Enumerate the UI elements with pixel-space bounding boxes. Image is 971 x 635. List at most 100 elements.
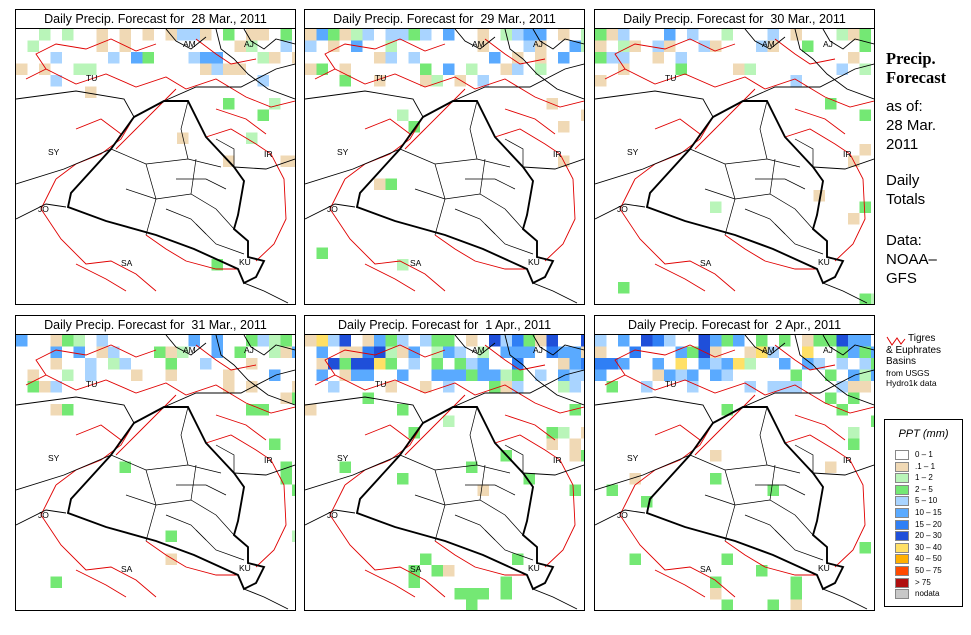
legend-swatch — [895, 589, 909, 600]
precip-cell — [108, 358, 120, 370]
province-border — [755, 484, 806, 496]
province-border — [155, 193, 235, 230]
province-border — [399, 148, 511, 168]
precip-cell — [836, 63, 848, 75]
province-border — [774, 529, 824, 561]
precip-cell — [641, 335, 653, 347]
precip-cell — [397, 109, 409, 121]
precip-cell — [269, 52, 281, 64]
precip-cell — [73, 335, 85, 347]
legend-label: > 75 — [915, 577, 931, 587]
precip-cell — [825, 461, 837, 473]
precip-cell — [569, 346, 581, 358]
precip-cell — [420, 75, 432, 87]
precip-cell — [767, 599, 779, 610]
province-border — [504, 444, 524, 473]
province-border — [704, 494, 736, 506]
basin-boundary — [694, 394, 756, 456]
country-border — [305, 90, 424, 118]
country-label: AJ — [244, 345, 254, 355]
precip-cell — [546, 427, 558, 439]
basin-boundary — [35, 344, 157, 376]
precip-cell — [454, 588, 466, 600]
country-label: KU — [239, 563, 251, 573]
country-label: SA — [700, 564, 712, 574]
country-border — [356, 206, 578, 304]
country-label: SY — [627, 453, 639, 463]
panel-title: Daily Precip. Forecast for 28 Mar., 2011 — [16, 10, 295, 29]
precip-cell — [362, 29, 374, 41]
province-border — [734, 499, 814, 536]
precip-cell — [710, 473, 722, 485]
precip-cell — [374, 346, 386, 358]
province-border — [504, 138, 524, 167]
country-label: SY — [337, 453, 349, 463]
country-label: JO — [327, 510, 338, 520]
country-label: SA — [121, 564, 133, 574]
precip-cell — [569, 450, 581, 462]
legend-item: 10 – 15 — [895, 508, 961, 519]
basin-boundary — [55, 422, 135, 486]
precip-cell — [558, 358, 570, 370]
precip-cell — [351, 369, 363, 381]
precip-cell — [85, 358, 97, 370]
precip-cell — [558, 427, 570, 439]
legend-item: 50 – 75 — [895, 566, 961, 577]
basin-boundary — [614, 38, 736, 70]
precip-cell — [721, 29, 733, 41]
precip-cell — [16, 63, 28, 75]
country-label: IR — [553, 149, 562, 159]
precip-cell — [477, 369, 489, 381]
legend-swatch — [895, 554, 909, 565]
forecast-panel-6: Daily Precip. Forecast for 2 Apr., 2011 … — [594, 315, 875, 611]
province-border — [414, 494, 446, 506]
precip-cell — [512, 358, 524, 370]
precip-cell — [790, 588, 802, 600]
precip-cell — [443, 63, 455, 75]
country-border — [744, 29, 786, 50]
precip-cell — [362, 369, 374, 381]
legend-item: 20 – 30 — [895, 531, 961, 542]
precip-cell — [62, 335, 74, 347]
basin-boundary — [404, 88, 466, 150]
country-border — [16, 203, 67, 220]
precip-cell — [790, 75, 802, 87]
precip-cell — [50, 381, 62, 393]
basin-boundary — [329, 484, 446, 598]
precip-cell — [569, 484, 581, 496]
precip-cell — [269, 438, 281, 450]
precip-cell — [825, 335, 837, 347]
country-label: KU — [818, 257, 830, 267]
precip-cell — [443, 369, 455, 381]
precip-cell — [188, 29, 200, 41]
precip-cell — [756, 40, 768, 52]
precip-cell — [733, 63, 745, 75]
precip-cell — [535, 63, 547, 75]
precip-cell — [96, 335, 108, 347]
country-border — [504, 335, 584, 406]
precip-cell — [489, 369, 501, 381]
precip-cell — [96, 29, 108, 41]
precip-cell — [292, 155, 295, 167]
legend-swatch — [895, 450, 909, 460]
country-label: JO — [617, 204, 628, 214]
precip-cell — [477, 588, 489, 600]
precip-cell — [223, 369, 235, 381]
precip-cell — [374, 75, 386, 87]
precip-cell — [131, 369, 143, 381]
country-border — [812, 158, 874, 170]
basin-boundary — [115, 88, 177, 150]
precip-cell — [362, 335, 374, 347]
precip-cell — [641, 381, 653, 393]
precip-cell — [431, 75, 443, 87]
province-border — [125, 188, 157, 200]
country-label: JO — [327, 204, 338, 214]
precip-cell — [431, 335, 443, 347]
as-of-day: 28 Mar. — [886, 117, 937, 134]
country-border — [595, 90, 714, 118]
precip-cell — [16, 335, 28, 347]
country-label: SA — [410, 564, 422, 574]
country-border — [794, 335, 874, 406]
precip-cell — [466, 599, 478, 610]
precip-cell — [362, 392, 374, 404]
